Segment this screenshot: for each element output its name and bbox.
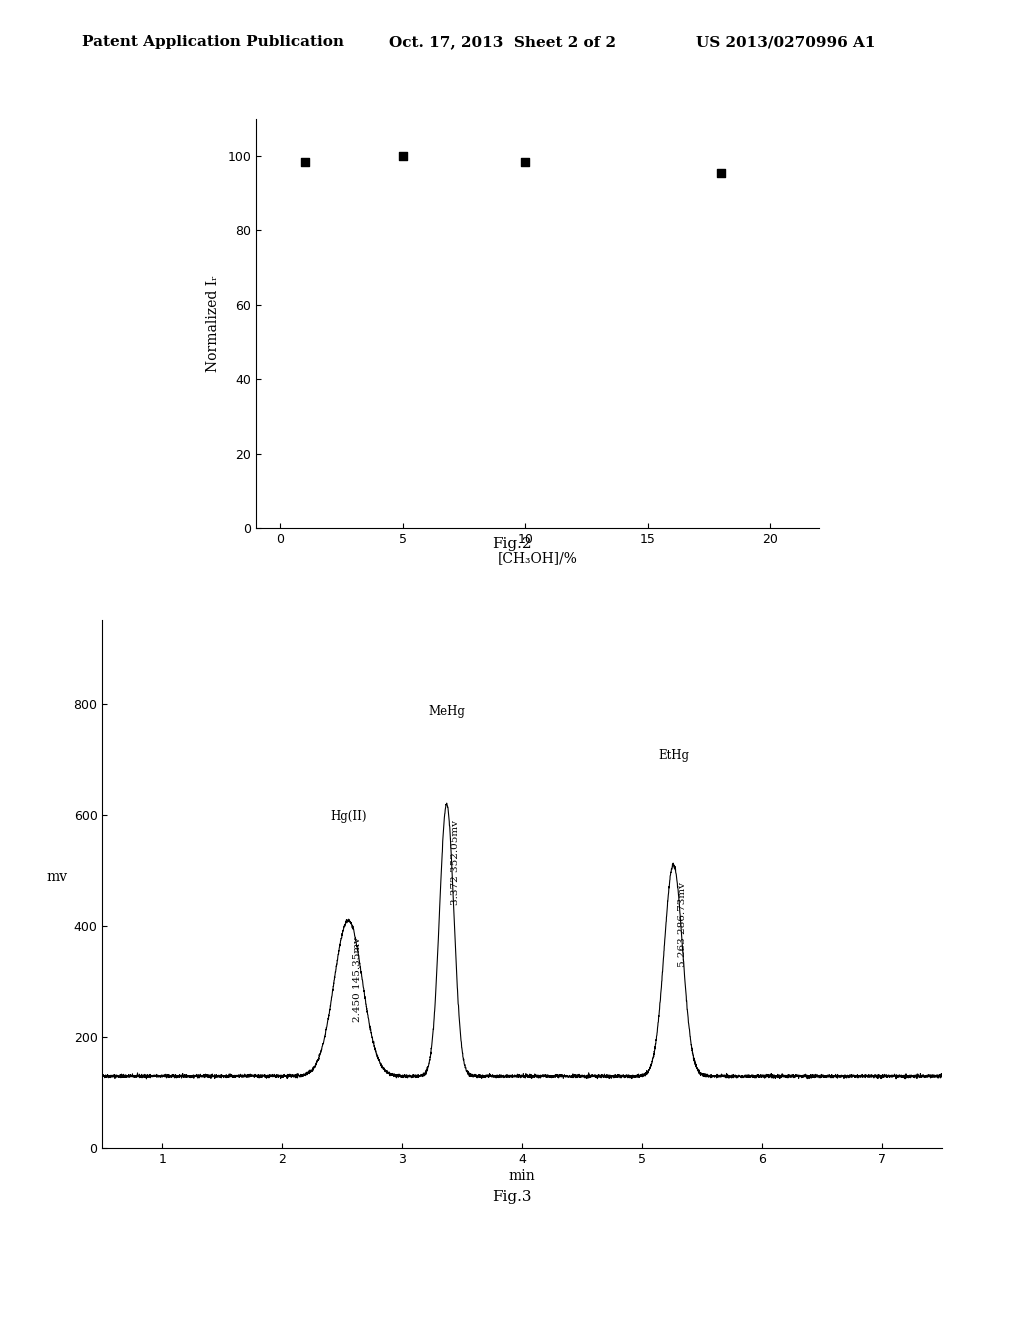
Point [517, 150, 534, 172]
Text: Hg(II): Hg(II) [330, 810, 367, 824]
Y-axis label: Normalized Iᵣ: Normalized Iᵣ [206, 275, 220, 372]
Text: Fig.2: Fig.2 [493, 537, 531, 550]
Point [713, 162, 729, 183]
Text: Patent Application Publication: Patent Application Publication [82, 36, 344, 49]
Text: 2.450 145.35mv: 2.450 145.35mv [353, 937, 362, 1022]
Text: Oct. 17, 2013  Sheet 2 of 2: Oct. 17, 2013 Sheet 2 of 2 [389, 36, 616, 49]
Text: Fig.3: Fig.3 [493, 1191, 531, 1204]
Text: MeHg: MeHg [428, 705, 465, 718]
Text: EtHg: EtHg [657, 750, 689, 763]
Y-axis label: mv: mv [46, 870, 68, 884]
Text: 3.372 352.05mv: 3.372 352.05mv [452, 821, 461, 906]
Point [297, 150, 313, 172]
Text: 5.263 286.73mv: 5.263 286.73mv [678, 882, 687, 966]
X-axis label: min: min [509, 1170, 536, 1183]
Point [394, 145, 411, 166]
Text: US 2013/0270996 A1: US 2013/0270996 A1 [696, 36, 876, 49]
X-axis label: [CH₃OH]/%: [CH₃OH]/% [498, 552, 578, 565]
